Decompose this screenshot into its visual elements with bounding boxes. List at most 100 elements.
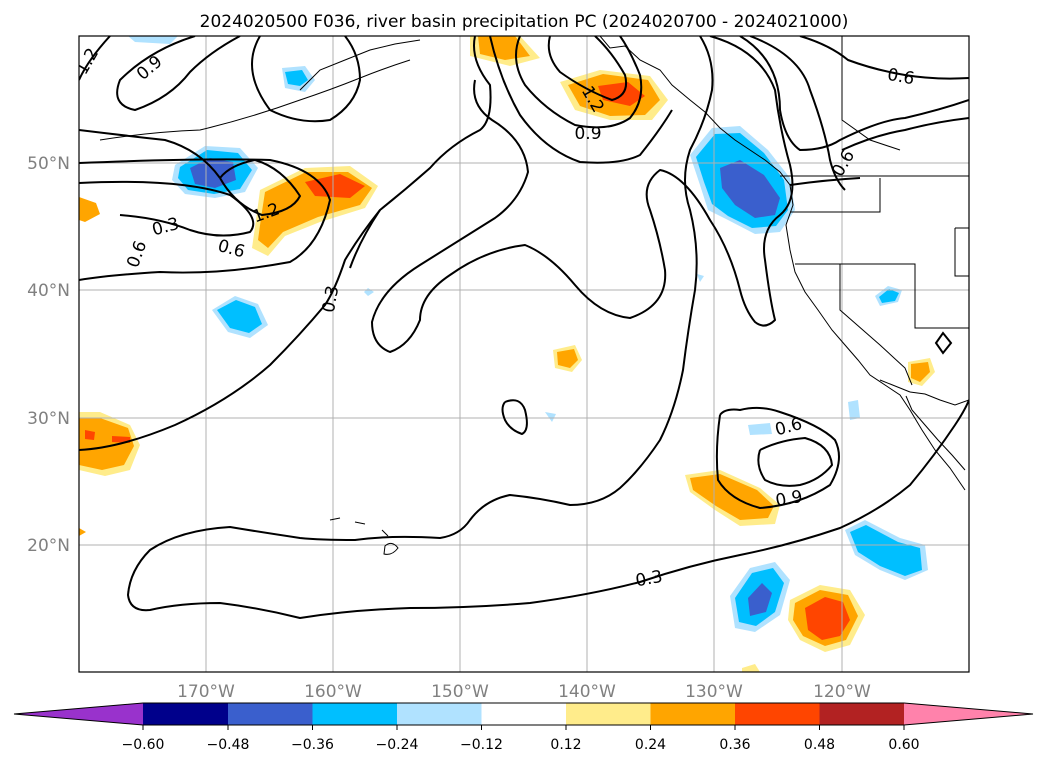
contour-line [127, 36, 969, 619]
colorbar-segment [143, 703, 228, 725]
map-background [79, 36, 969, 672]
colorbar-tick-label: 0.36 [719, 737, 750, 753]
colorbar-segment [228, 703, 313, 725]
colorbar-tick-label: −0.36 [291, 737, 334, 753]
anomaly-positive-shade [79, 418, 134, 470]
hawaii-islands [329, 517, 399, 555]
coastlines [99, 36, 969, 555]
lat-label-20n: 20°N [27, 536, 70, 556]
anomaly-negative-shade [128, 36, 178, 44]
anomaly-positive-shade [690, 474, 774, 520]
contour-line [79, 158, 331, 281]
map-frame [78, 35, 970, 673]
anomaly-positive-shade [805, 597, 850, 640]
contour-line [371, 36, 794, 353]
contour-label: 0.3 [319, 284, 343, 314]
colorbar-tick-label: −0.12 [460, 737, 503, 753]
colorbar-tick-labels: −0.60 −0.48 −0.36 −0.24 −0.12 0.12 0.24 … [122, 737, 920, 753]
colorbar-tick-label: 0.48 [804, 737, 835, 753]
contour-line [547, 36, 628, 101]
anomaly-positive-shade [305, 174, 365, 198]
lat-label-40n: 40°N [27, 281, 70, 301]
anomaly-negative-shade [697, 274, 704, 282]
longitude-labels: 170°W 160°W 150°W 140°W 130°W 120°W [177, 682, 871, 702]
anomaly-positive-shade [85, 430, 95, 440]
contour-line [515, 36, 643, 129]
colorbar-tick-label: 0.24 [635, 737, 666, 753]
anomaly-positive-shade [79, 197, 100, 222]
colorbar-segment [397, 703, 482, 725]
canada-border-line [841, 36, 901, 151]
colorbar-extend-left [14, 703, 143, 725]
colorbar-fills [14, 703, 1033, 725]
oregon-california-border [795, 263, 969, 329]
colorbar-tick-label: 0.60 [888, 737, 919, 753]
anomaly-negative-shade [879, 289, 899, 303]
anomaly-positive-shade [911, 362, 930, 382]
contour-label: 0.3 [634, 567, 664, 591]
colorbar-segment [650, 703, 735, 725]
us-mexico-border [879, 379, 911, 393]
contour-line [489, 36, 673, 164]
contour-line [79, 36, 111, 81]
lon-label-150w: 150°W [431, 682, 489, 702]
contour-line [749, 36, 846, 191]
anomaly-negative-shade [850, 525, 922, 576]
anomaly-negative-shade [545, 412, 556, 422]
contour-line [799, 36, 969, 80]
anomaly-positive-shade [557, 349, 578, 368]
contour-line [79, 180, 255, 237]
anomaly-negative-shade [217, 300, 262, 333]
latitude-labels: 50°N 40°N 30°N 20°N [27, 154, 70, 556]
positive-anomaly-areas [79, 36, 935, 672]
negative-anomaly-areas [128, 36, 928, 632]
anomaly-positive-shade [742, 664, 760, 672]
colorbar-segment [819, 703, 904, 725]
state-border [954, 227, 969, 277]
lon-label-170w: 170°W [177, 682, 235, 702]
anomaly-negative-shade [190, 158, 236, 188]
lake-outline [934, 331, 953, 355]
colorbar-segment [735, 703, 820, 725]
colorbar-ticks [142, 725, 905, 730]
anomaly-negative-shade [720, 160, 780, 218]
colorbar-tick-label: −0.60 [122, 737, 165, 753]
contour-line [789, 177, 861, 186]
anomaly-negative-shade [748, 423, 772, 435]
colorbar-extend-right [904, 703, 1033, 725]
anomaly-negative-shade [748, 583, 772, 616]
colorbar-segment [481, 703, 566, 725]
contour-line [79, 36, 492, 451]
figure-title: 2024020500 F036, river basin precipitati… [200, 12, 849, 32]
colorbar-tick-label: 0.12 [550, 737, 581, 753]
alaska-peninsula [299, 39, 421, 91]
colorbar-tick-label: −0.48 [207, 737, 250, 753]
contour-line [349, 209, 381, 269]
lat-label-50n: 50°N [27, 154, 70, 174]
contour-line [757, 437, 833, 487]
colorbar-segment [566, 703, 651, 725]
washington-oregon-border [790, 178, 881, 213]
anomaly-positive-shade [79, 528, 86, 536]
contour-line [79, 129, 221, 179]
contour-line [251, 36, 361, 123]
north-america-coastline [599, 36, 966, 491]
gulf-coastline [909, 391, 969, 406]
contour-label: 0.9 [574, 124, 601, 144]
contour-line [116, 36, 241, 111]
anomaly-negative-shade [848, 400, 860, 420]
contour-line [219, 159, 301, 216]
contour-line [501, 399, 528, 435]
colorbar-tick-label: −0.24 [376, 737, 419, 753]
anomaly-negative-shade [285, 70, 308, 86]
contour-line [841, 117, 969, 151]
colorbar-segment [312, 703, 397, 725]
baja-california-coastline [905, 395, 966, 471]
lon-label-130w: 130°W [685, 682, 743, 702]
colorbar: −0.60 −0.48 −0.36 −0.24 −0.12 0.12 0.24 … [13, 702, 1034, 753]
california-nevada-border [839, 264, 913, 386]
contour-line [715, 406, 840, 509]
contour-line [739, 36, 969, 151]
lon-label-160w: 160°W [304, 682, 362, 702]
